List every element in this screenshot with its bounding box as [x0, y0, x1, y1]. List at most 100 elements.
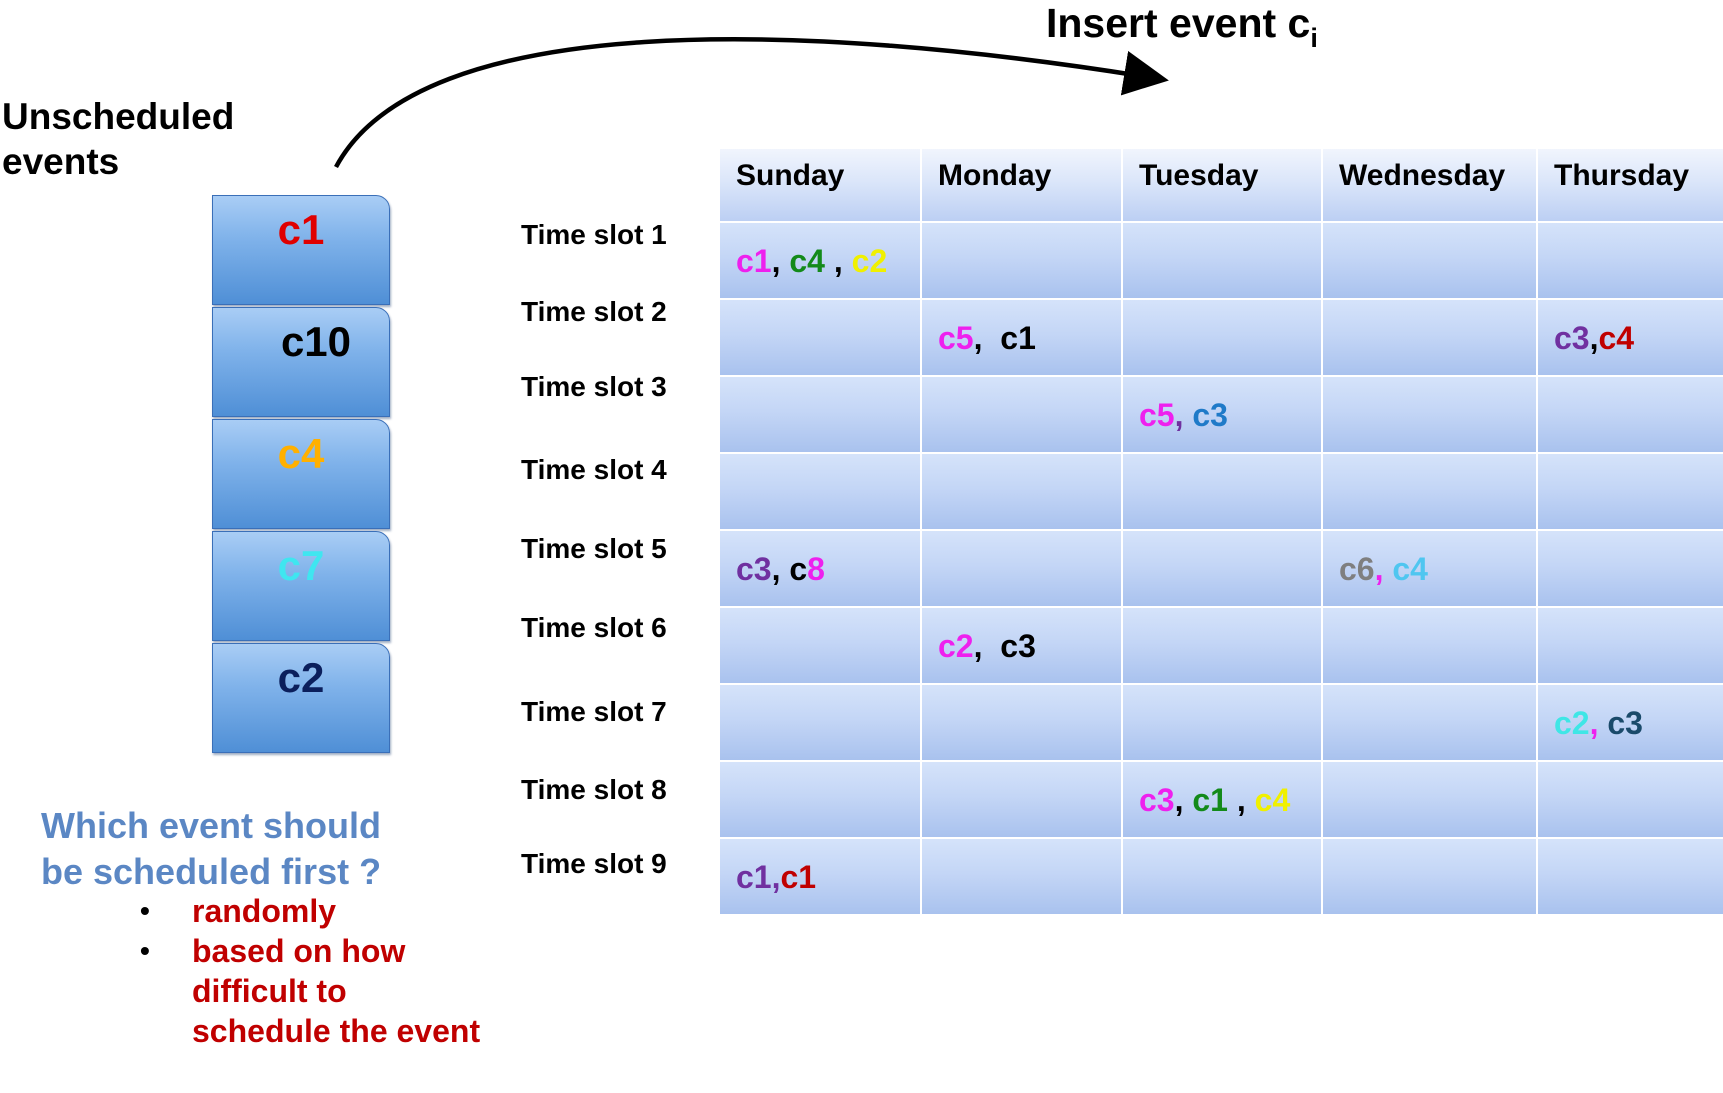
- event-token: c1: [1000, 320, 1036, 356]
- unscheduled-events-title: Unscheduled events: [2, 94, 234, 184]
- event-token: c1: [780, 859, 817, 895]
- event-token: ,: [771, 243, 790, 279]
- event-token: c4: [1392, 551, 1428, 587]
- event-token: ,: [973, 628, 1001, 664]
- schedule-cell: [1123, 454, 1321, 529]
- event-token: c1: [1192, 782, 1228, 818]
- schedule-cell: [1323, 608, 1536, 683]
- day-header-label: Thursday: [1554, 159, 1690, 192]
- time-slot-label-6: Time slot 6: [521, 612, 667, 643]
- event-token: c1: [736, 243, 772, 279]
- stack-event-label: c10: [280, 318, 352, 365]
- scheduled-events: c3, c8: [736, 551, 825, 588]
- option-text: based on how difficult to schedule the e…: [192, 933, 481, 1049]
- time-slot-label-4: Time slot 4: [521, 454, 667, 485]
- event-token: ,: [1227, 782, 1255, 818]
- schedule-cell: [1123, 300, 1321, 375]
- schedule-cell: [1538, 223, 1723, 298]
- event-token: c4: [789, 243, 825, 279]
- schedule-cell: [922, 377, 1121, 452]
- schedule-cell: [1538, 377, 1723, 452]
- stack-event-c2: c2: [212, 643, 390, 753]
- stack-event-label: c2: [277, 654, 325, 701]
- schedule-cell: [1323, 454, 1536, 529]
- schedule-cell: [1123, 839, 1321, 914]
- event-token: c3: [1000, 628, 1036, 664]
- schedule-cell: [720, 685, 920, 760]
- stack-event-c4: c4: [212, 419, 390, 529]
- event-token: c2: [851, 243, 888, 279]
- event-token: ,: [973, 320, 1001, 356]
- schedule-cell: [1323, 839, 1536, 914]
- event-token: ,: [1174, 397, 1193, 433]
- option-item-1: • randomly: [140, 891, 492, 931]
- schedule-cell: [1323, 223, 1536, 298]
- option-text: randomly: [192, 893, 337, 929]
- option-item-2: • based on how difficult to schedule the …: [140, 931, 492, 1051]
- stack-event-label: c4: [277, 430, 325, 477]
- event-token: ,: [1589, 320, 1599, 356]
- event-token: c4: [1254, 782, 1291, 818]
- day-header-label: Tuesday: [1139, 159, 1259, 192]
- schedule-cell: [1323, 762, 1536, 837]
- insert-arrow-path: [334, 37, 1169, 169]
- event-token: c5: [938, 320, 974, 356]
- schedule-cell: c2, c3: [922, 608, 1121, 683]
- schedule-cell: [1538, 839, 1723, 914]
- schedule-cell: c6, c4: [1323, 531, 1536, 606]
- scheduled-events: c2, c3: [1554, 705, 1643, 742]
- day-header-thursday: Thursday: [1538, 149, 1723, 221]
- event-token: c1: [736, 859, 772, 895]
- question-options: • randomly • based on how difficult to sche…: [140, 891, 492, 1051]
- schedule-cell: [1123, 223, 1321, 298]
- day-header-label: Sunday: [736, 159, 845, 192]
- event-token: ,: [1174, 782, 1193, 818]
- schedule-cell: [922, 454, 1121, 529]
- schedule-cell: c1,c1: [720, 839, 920, 914]
- question-line2: be scheduled first ?: [41, 851, 382, 892]
- question-line1: Which event should: [41, 805, 382, 846]
- event-token: ,: [771, 551, 790, 587]
- schedule-cell: [1123, 685, 1321, 760]
- day-header-tuesday: Tuesday: [1123, 149, 1321, 221]
- day-header-monday: Monday: [922, 149, 1121, 221]
- time-slot-label-1: Time slot 1: [521, 219, 667, 250]
- stack-event-c7: c7: [212, 531, 390, 641]
- bullet-icon: •: [140, 935, 150, 966]
- stack-event-c1: c1: [212, 195, 390, 305]
- schedule-cell: [1538, 531, 1723, 606]
- scheduled-events: c2, c3: [938, 628, 1036, 665]
- schedule-cell: [1323, 685, 1536, 760]
- schedule-cell: c3,c4: [1538, 300, 1723, 375]
- event-token: 8: [807, 551, 825, 587]
- unscheduled-title-line2: events: [2, 141, 120, 182]
- schedule-cell: c5, c1: [922, 300, 1121, 375]
- unscheduled-title-line1: Unscheduled: [2, 96, 235, 137]
- schedule-cell: [922, 685, 1121, 760]
- schedule-cell: [922, 531, 1121, 606]
- stack-event-label: c7: [277, 542, 325, 589]
- schedule-cell: c3, c1 , c4: [1123, 762, 1321, 837]
- time-slot-label-7: Time slot 7: [521, 696, 667, 727]
- day-header-label: Monday: [938, 159, 1052, 192]
- schedule-cell: c5, c3: [1123, 377, 1321, 452]
- event-token: ,: [824, 243, 852, 279]
- time-slot-label-5: Time slot 5: [521, 533, 667, 564]
- scheduled-events: c5, c1: [938, 320, 1036, 357]
- event-token: ,: [771, 859, 781, 895]
- day-header-wednesday: Wednesday: [1323, 149, 1536, 221]
- schedule-cell: c3, c8: [720, 531, 920, 606]
- scheduled-events: c1,c1: [736, 859, 816, 896]
- schedule-cell: [922, 839, 1121, 914]
- insert-event-text: Insert event c: [1046, 0, 1311, 46]
- scheduled-events: c3, c1 , c4: [1139, 782, 1290, 819]
- event-token: c2: [1554, 705, 1590, 741]
- event-token: ,: [1589, 705, 1608, 741]
- time-slot-label-2: Time slot 2: [521, 296, 667, 327]
- schedule-cell: [720, 762, 920, 837]
- question-text: Which event should be scheduled first ?: [41, 803, 381, 895]
- scheduled-events: c5, c3: [1139, 397, 1228, 434]
- event-token: c5: [1139, 397, 1175, 433]
- schedule-cell: [720, 377, 920, 452]
